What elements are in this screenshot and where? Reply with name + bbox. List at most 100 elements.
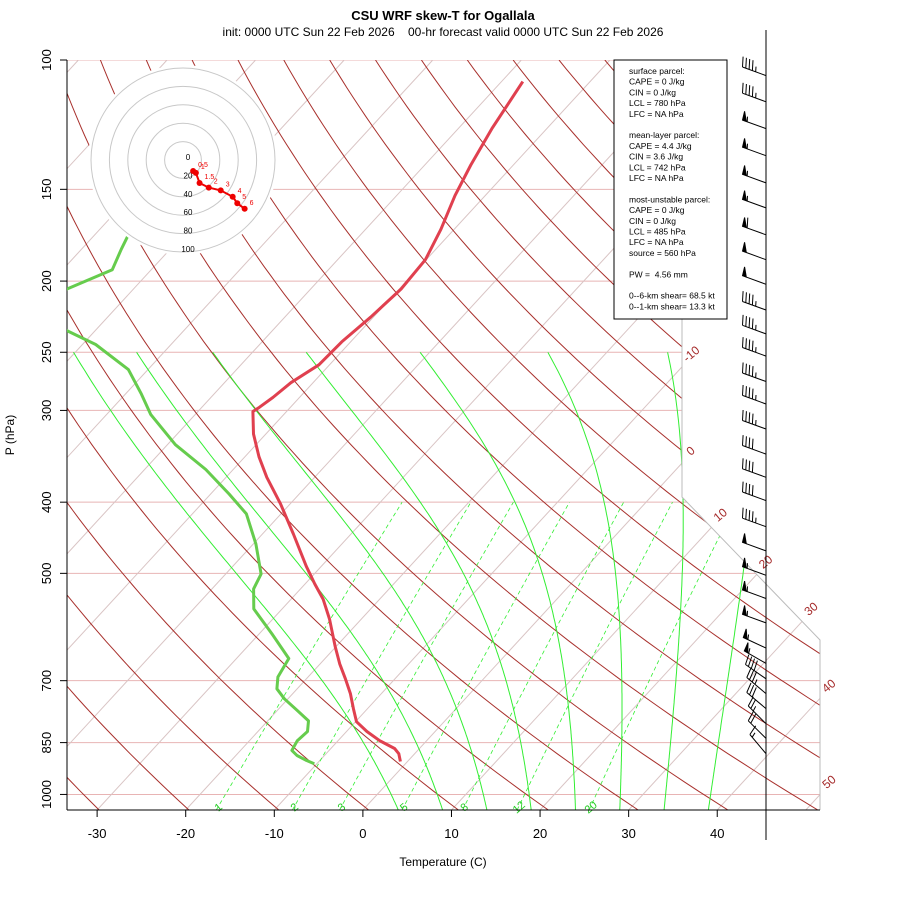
wind-barb bbox=[746, 682, 767, 709]
wind-barb bbox=[741, 533, 767, 552]
wind-barb bbox=[742, 56, 767, 77]
dry-adiabat bbox=[237, 60, 820, 810]
isotherm bbox=[628, 60, 820, 810]
wind-barb bbox=[742, 384, 767, 405]
info-text: CIN = 0 J/kg bbox=[629, 216, 676, 226]
y-tick-label: 500 bbox=[39, 562, 54, 584]
wind-barb bbox=[741, 190, 767, 209]
info-text: most-unstable parcel: bbox=[629, 194, 710, 204]
dry-adiabat bbox=[67, 60, 280, 810]
y-tick-label: 250 bbox=[39, 341, 54, 363]
wind-barb bbox=[741, 580, 767, 599]
isotherm bbox=[67, 60, 611, 810]
chart-title: CSU WRF skew-T for Ogallala bbox=[351, 8, 535, 23]
x-tick-label: 0 bbox=[359, 826, 366, 841]
isotherm bbox=[67, 60, 699, 810]
y-tick-label: 400 bbox=[39, 491, 54, 513]
wind-barb bbox=[741, 138, 767, 157]
wind-barb bbox=[742, 291, 767, 311]
wind-barb bbox=[742, 362, 767, 382]
hodograph-point-label: 0.5 bbox=[198, 162, 208, 169]
hodograph-point bbox=[229, 193, 236, 200]
hodograph-point-label: 1.5 bbox=[205, 174, 215, 181]
wind-barb bbox=[741, 217, 767, 236]
dry-adiabat bbox=[466, 60, 820, 810]
info-text: LFC = NA hPa bbox=[629, 173, 684, 183]
mixing-ratio-line bbox=[588, 502, 738, 810]
info-text: PW = 4.56 mm bbox=[629, 269, 688, 279]
dry-adiabat bbox=[67, 60, 459, 810]
y-tick-label: 850 bbox=[39, 732, 54, 754]
hodograph-point-label: 1 bbox=[201, 164, 205, 171]
hodograph-point bbox=[205, 184, 212, 191]
isotherm bbox=[67, 60, 434, 810]
info-text: CAPE = 4.4 J/kg bbox=[629, 141, 692, 151]
hodograph-ring bbox=[127, 104, 239, 216]
wind-barb bbox=[742, 507, 767, 528]
isotherm bbox=[67, 60, 522, 810]
y-tick-label: 700 bbox=[39, 670, 54, 692]
wind-barb bbox=[745, 654, 767, 680]
x-tick-label: 30 bbox=[621, 826, 635, 841]
y-axis-label: P (hPa) bbox=[3, 415, 17, 455]
info-text: 0--6-km shear= 68.5 kt bbox=[629, 291, 715, 301]
hodograph-point-label: 4 bbox=[238, 188, 242, 195]
info-text: CIN = 3.6 J/kg bbox=[629, 152, 683, 162]
dry-adiabat bbox=[67, 60, 639, 810]
wind-barb bbox=[741, 605, 767, 624]
dry-adiabat bbox=[283, 60, 820, 810]
moist-adiabat bbox=[419, 351, 576, 810]
hodograph-ring-label: 100 bbox=[181, 245, 195, 254]
hodograph-point bbox=[192, 169, 199, 176]
wind-barb bbox=[742, 458, 767, 478]
hodograph-ring bbox=[145, 122, 221, 198]
chart-subtitle: init: 0000 UTC Sun 22 Feb 2026 00-hr for… bbox=[223, 25, 664, 39]
wind-barb bbox=[749, 725, 767, 755]
info-text: surface parcel: bbox=[629, 66, 685, 76]
info-text: LCL = 485 hPa bbox=[629, 227, 686, 237]
wind-barb bbox=[743, 642, 767, 664]
hodograph-point bbox=[196, 180, 203, 186]
hodograph-point-label: 5 bbox=[242, 194, 246, 201]
info-text: mean-layer parcel: bbox=[629, 130, 699, 140]
wind-barb bbox=[741, 266, 767, 285]
y-tick-label: 200 bbox=[39, 270, 54, 292]
mixing-ratio-line bbox=[215, 501, 403, 810]
hodograph-background bbox=[88, 65, 278, 255]
info-text: CAPE = 0 J/kg bbox=[629, 205, 685, 215]
moist-adiabat bbox=[547, 352, 623, 810]
dry-adiabat bbox=[67, 60, 369, 810]
info-text: 0--1-km shear= 13.3 kt bbox=[629, 301, 715, 311]
x-tick-label: 10 bbox=[444, 826, 458, 841]
info-box bbox=[613, 59, 728, 320]
wind-barb bbox=[746, 667, 767, 694]
mixing-ratio-line bbox=[339, 501, 514, 810]
y-tick-label: 1000 bbox=[39, 780, 54, 809]
profile-line bbox=[67, 234, 315, 766]
hodograph-ring-label: 40 bbox=[184, 190, 193, 199]
info-text: LFC = NA hPa bbox=[629, 237, 684, 247]
x-axis-label: Temperature (C) bbox=[399, 855, 486, 869]
info-text: source = 560 hPa bbox=[629, 248, 696, 258]
hodograph-point-label: 3 bbox=[226, 181, 230, 188]
wind-barb bbox=[741, 165, 767, 184]
hodograph-ring-label: 0 bbox=[186, 153, 191, 162]
hodograph-point bbox=[217, 187, 224, 194]
wind-barb bbox=[747, 696, 767, 725]
moist-adiabat bbox=[305, 351, 532, 810]
wind-barb bbox=[742, 481, 767, 502]
hodograph-point-label: 6 bbox=[250, 200, 254, 207]
wind-barb bbox=[741, 557, 767, 576]
x-tick-label: 40 bbox=[710, 826, 724, 841]
moist-adiabat bbox=[73, 352, 399, 810]
hodograph-ring-label: 20 bbox=[184, 171, 193, 180]
dry-adiabat bbox=[67, 60, 549, 810]
hodograph-ring-label: 80 bbox=[184, 227, 193, 236]
info-text: LFC = NA hPa bbox=[629, 109, 684, 119]
wind-barb bbox=[742, 314, 767, 335]
mixing-ratio-line bbox=[401, 502, 570, 810]
isotherm bbox=[273, 60, 820, 810]
hodograph-point-label: 2 bbox=[214, 179, 218, 186]
y-tick-label: 300 bbox=[39, 400, 54, 422]
